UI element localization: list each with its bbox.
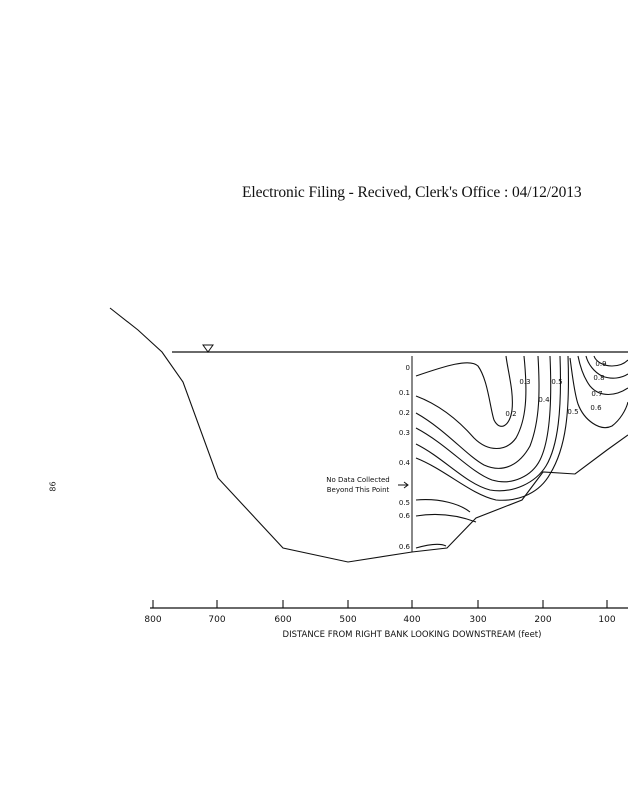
isovel-contour — [415, 543, 447, 549]
no-data-annotation-line2: Beyond This Point — [327, 486, 390, 494]
isovel-contour — [593, 355, 628, 367]
isovel-contour — [415, 355, 527, 450]
x-tick-label: 600 — [274, 615, 291, 625]
channel-bed-profile — [109, 307, 628, 563]
x-tick-label: 500 — [339, 615, 356, 625]
isovel-contour — [415, 355, 513, 427]
depth-label: 0.4 — [399, 459, 411, 467]
isovel-contour — [577, 355, 628, 396]
depth-label: 0.6 — [399, 543, 411, 551]
x-tick-label: 200 — [534, 615, 551, 625]
filing-stamp: Electronic Filing - Recived, Clerk's Off… — [242, 184, 582, 201]
x-tick-label: 300 — [469, 615, 486, 625]
depth-label: 0.1 — [399, 389, 410, 397]
x-axis-title: DISTANCE FROM RIGHT BANK LOOKING DOWNSTR… — [283, 630, 542, 640]
depth-label: 0.3 — [399, 429, 410, 437]
contour-label: 0.4 — [538, 396, 550, 404]
depth-label: 0.2 — [399, 409, 410, 417]
no-data-annotation-line1: No Data Collected — [326, 476, 389, 484]
isovel-contour — [415, 355, 540, 469]
isovel-contour — [415, 355, 552, 483]
isovel-contour — [415, 499, 471, 513]
contour-label: 0.3 — [519, 378, 530, 386]
isovel-contour — [585, 355, 628, 379]
depth-label: 0.6 — [399, 512, 411, 520]
contour-label: 0.7 — [591, 390, 602, 398]
inverted-triangle-icon — [202, 344, 214, 353]
x-tick-label: 400 — [403, 615, 420, 625]
contour-label: 0.5 — [567, 408, 578, 416]
x-tick-label: 800 — [144, 615, 161, 625]
isovel-contour — [415, 355, 570, 501]
contour-label: 0.8 — [593, 374, 604, 382]
contour-label: 0.9 — [595, 360, 606, 368]
isovel-contour — [415, 513, 477, 523]
annotation-arrow-head — [403, 481, 409, 489]
contour-label: 0.6 — [590, 404, 602, 412]
contour-label: 0.2 — [505, 410, 516, 418]
isovel-contour — [569, 357, 628, 428]
depth-label: 0 — [406, 364, 410, 372]
isovel-contour — [415, 355, 562, 492]
x-tick-label: 700 — [208, 615, 225, 625]
contour-label: 0.5 — [551, 378, 562, 386]
depth-label: 0.5 — [399, 499, 410, 507]
x-tick-label: 100 — [598, 615, 615, 625]
